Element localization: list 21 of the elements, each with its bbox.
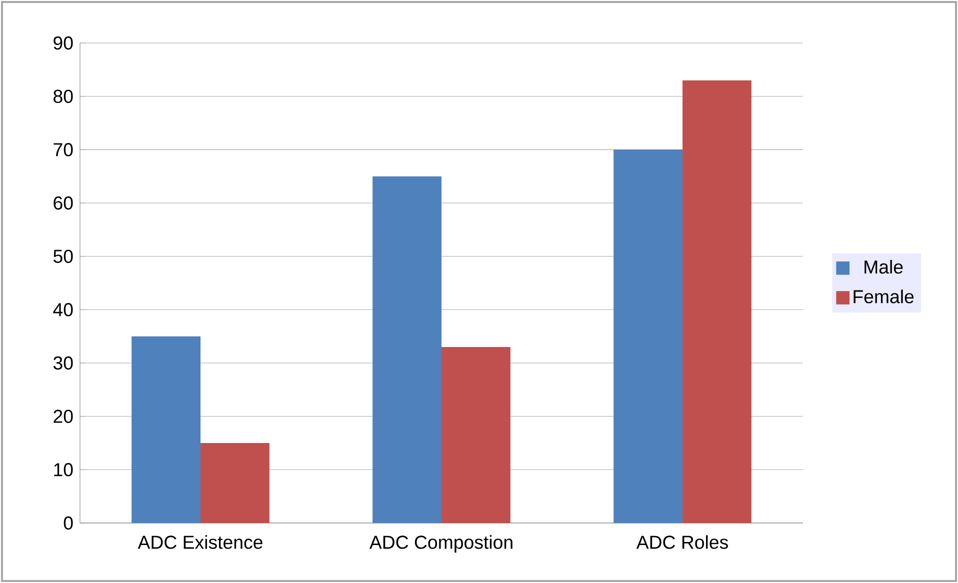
x-tick-label: ADC Compostion [369, 535, 512, 553]
y-tick-label: 50 [54, 250, 73, 263]
x-tick-label: ADC Roles [636, 535, 728, 549]
y-tick-label: 90 [54, 36, 73, 50]
y-tick-label: 10 [54, 463, 73, 476]
x-tick-label: ADC Existence [138, 535, 262, 549]
bar [132, 336, 200, 523]
y-tick-label: 60 [54, 196, 73, 210]
y-tick-label: 20 [54, 410, 73, 423]
bar [614, 150, 683, 523]
bar [372, 176, 442, 523]
legend-label: Male [864, 260, 903, 274]
y-tick-label: 80 [54, 90, 73, 103]
y-tick-label: 40 [53, 303, 73, 316]
bar [200, 443, 270, 523]
y-tick-label: 70 [54, 143, 73, 156]
bar [682, 80, 752, 523]
bar [442, 347, 510, 523]
y-tick-label: 30 [53, 356, 73, 370]
y-tick-label: 0 [64, 516, 73, 530]
legend-label: Female [854, 290, 914, 304]
